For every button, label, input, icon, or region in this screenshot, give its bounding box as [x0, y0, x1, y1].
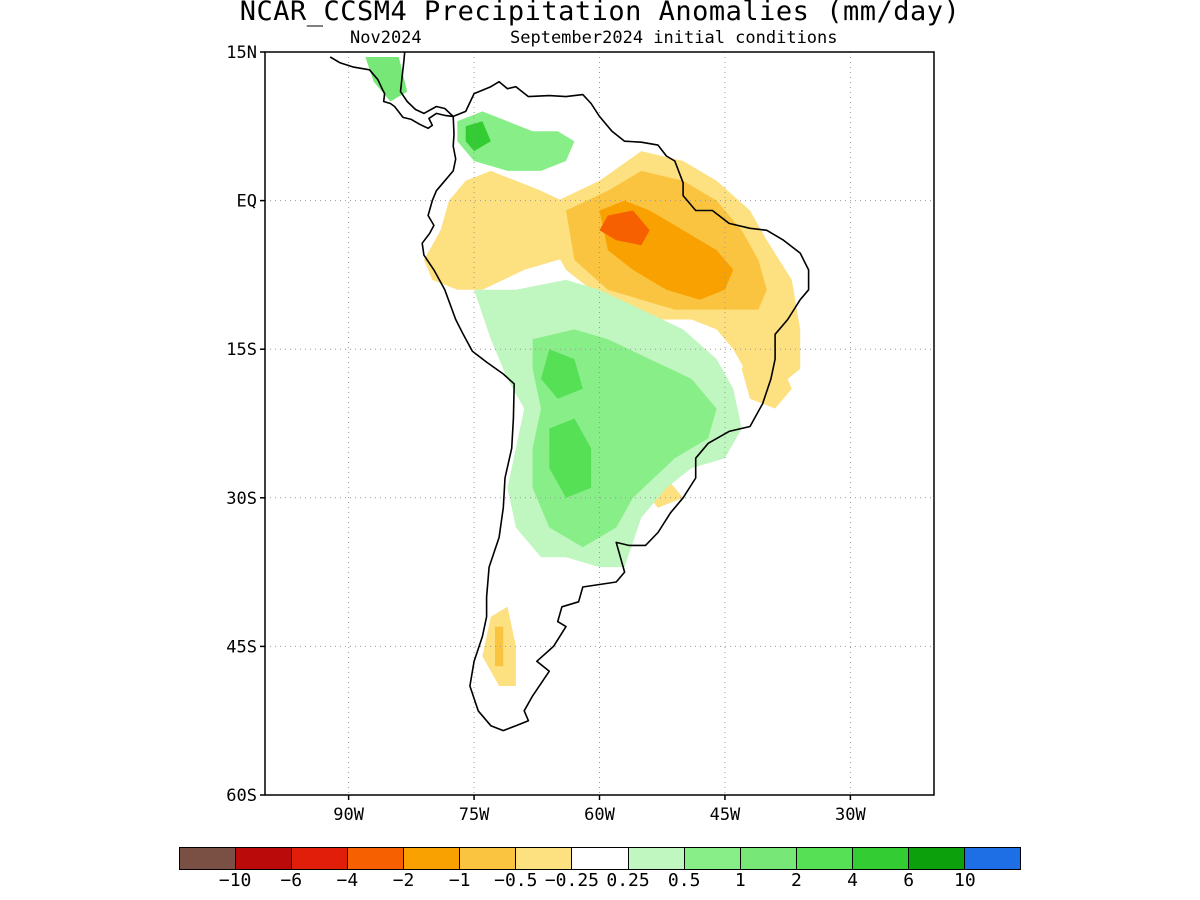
- colorbar-swatch: [572, 848, 629, 869]
- colorbar-label: 0.25: [606, 870, 650, 891]
- colorbar-label: 1: [734, 870, 746, 891]
- anomaly-region-colombia-wet: [457, 111, 575, 171]
- colorbar-swatch: [740, 848, 797, 869]
- colorbar-label: −0.5: [494, 870, 538, 891]
- lon-tick-label: 30W: [835, 805, 866, 825]
- initial-conditions: September2024 initial conditions: [510, 28, 838, 48]
- colorbar-label: 6: [903, 870, 915, 891]
- colorbar: [179, 847, 1021, 870]
- colorbar-swatch: [908, 848, 965, 869]
- coastline-central-america-coast: [329, 52, 455, 130]
- colorbar-label: 4: [847, 870, 859, 891]
- lat-tick-label: 15N: [226, 43, 257, 63]
- lat-tick-label: 45S: [226, 637, 257, 657]
- colorbar-label: −10: [218, 870, 252, 891]
- lat-tick-label: 30S: [226, 489, 257, 509]
- anomaly-region-central-south-america-wet-strong: [549, 418, 592, 498]
- map-title: NCAR_CCSM4 Precipitation Anomalies (mm/d…: [239, 0, 961, 27]
- map-axes: 15N EQ 15S 30S 45S 60S 90W 75W 60W 45W 30W: [226, 43, 866, 825]
- forecast-month: Nov2024: [350, 28, 422, 48]
- colorbar-label: −4: [336, 870, 359, 891]
- lon-tick-label: 90W: [333, 805, 364, 825]
- colorbar-label: 10: [954, 870, 976, 891]
- lat-tick-label: EQ: [237, 192, 257, 212]
- colorbar-swatch: [460, 848, 517, 869]
- colorbar-swatch: [628, 848, 685, 869]
- lat-tick-label: 60S: [226, 786, 257, 806]
- colorbar-swatch: [292, 848, 349, 869]
- colorbar-swatch: [404, 848, 461, 869]
- anomaly-region-central-america-wet: [365, 57, 408, 102]
- colorbar-swatch: [796, 848, 853, 869]
- anomaly-region-colombia-wet-core: [465, 121, 491, 152]
- colorbar-swatch: [236, 848, 293, 869]
- colorbar-label: 0.5: [667, 870, 701, 891]
- coastline-south-america-coast: [421, 80, 810, 732]
- colorbar-swatch: [852, 848, 909, 869]
- colorbar-label: −0.25: [544, 870, 600, 891]
- colorbar-swatch: [348, 848, 405, 869]
- colorbar-swatch: [180, 848, 237, 869]
- lat-tick-label: 15S: [226, 340, 257, 360]
- colorbar-swatch: [684, 848, 741, 869]
- colorbar-label: −2: [392, 870, 415, 891]
- lon-tick-label: 75W: [459, 805, 490, 825]
- anomaly-region-patagonia-dry-moderate: [495, 626, 504, 667]
- lon-tick-label: 60W: [584, 805, 615, 825]
- anomaly-shading: [365, 57, 801, 686]
- colorbar-label: 2: [791, 870, 802, 891]
- colorbar-label: −6: [280, 870, 303, 891]
- anomaly-region-bolivia-wet: [541, 349, 583, 399]
- anomaly-region-northern-andes-dry: [423, 170, 633, 290]
- lon-tick-label: 45W: [710, 805, 741, 825]
- colorbar-label: −1: [448, 870, 471, 891]
- anomaly-region-eastern-brazil-dry: [741, 349, 792, 409]
- anomaly-region-amazon-dry-core: [599, 210, 650, 246]
- colorbar-swatch: [516, 848, 573, 869]
- coastlines: [329, 52, 810, 732]
- colorbar-swatch: [964, 848, 1020, 869]
